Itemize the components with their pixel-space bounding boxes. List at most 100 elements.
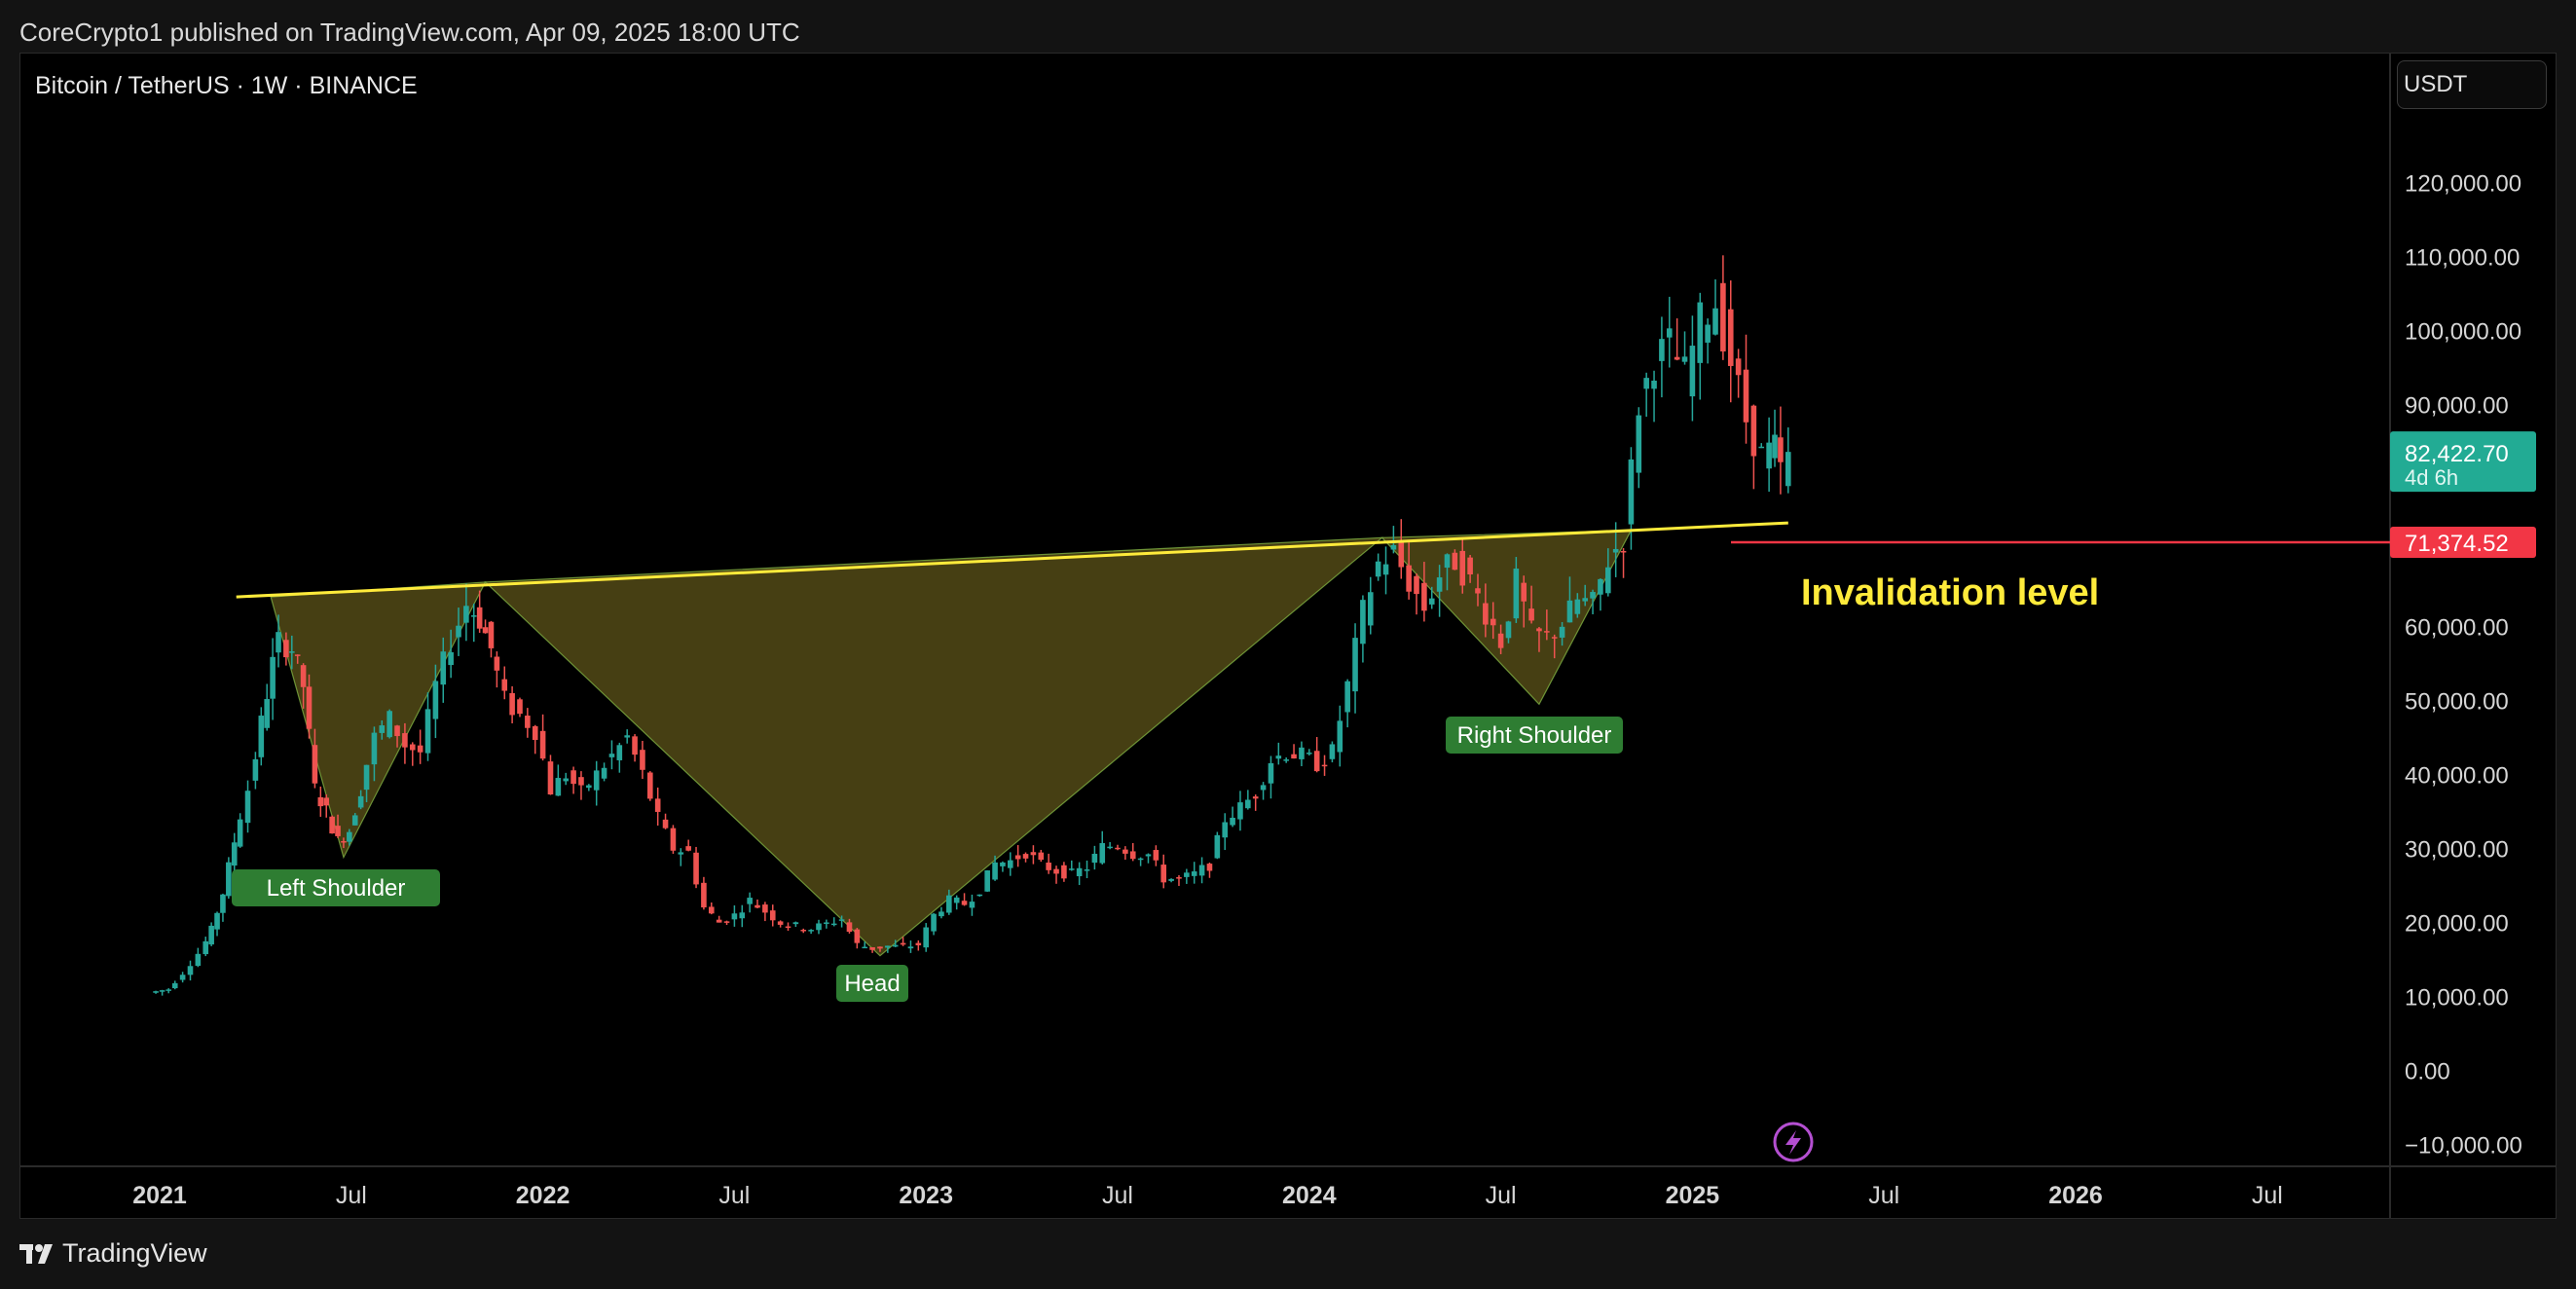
- candle-body: [1115, 847, 1121, 850]
- candle-body: [1360, 600, 1366, 644]
- candle-body: [946, 895, 952, 913]
- candle-body: [1778, 437, 1784, 462]
- candle-body: [1551, 637, 1558, 639]
- tradingview-logo[interactable]: TradingView: [19, 1238, 207, 1269]
- candle-body: [214, 912, 220, 930]
- candle-body: [670, 828, 677, 851]
- candle-body: [961, 901, 968, 905]
- tradingview-icon: [19, 1243, 53, 1264]
- candle-body: [1137, 858, 1144, 861]
- candle-body: [1605, 567, 1611, 594]
- candle-body: [1428, 598, 1435, 605]
- current-price-badge: [2390, 431, 2536, 493]
- candle-body: [258, 716, 265, 757]
- candle-body: [1375, 561, 1381, 577]
- price-tick-label: 90,000.00: [2405, 393, 2509, 420]
- candle-body: [1168, 878, 1174, 881]
- candle-body: [662, 819, 669, 829]
- candle-body: [317, 796, 324, 807]
- candle-body: [1750, 405, 1757, 457]
- candle-body: [1674, 356, 1680, 360]
- candle-body: [747, 898, 753, 904]
- candle-body: [456, 625, 461, 638]
- invalidation-price-label: 71,374.52: [2405, 531, 2509, 557]
- candle-body: [1160, 865, 1167, 883]
- candle-body: [777, 921, 784, 925]
- candle-body: [931, 913, 937, 932]
- candle-body: [647, 772, 653, 799]
- candle-body: [1390, 544, 1397, 550]
- candle-body: [1321, 764, 1328, 767]
- annotation-head[interactable]: Head: [836, 965, 908, 1002]
- candle-body: [547, 761, 554, 795]
- candle-body: [563, 778, 570, 782]
- candle-body: [885, 945, 891, 948]
- price-tick-label: 20,000.00: [2405, 911, 2509, 938]
- candle-body: [1084, 869, 1090, 871]
- candle-body: [739, 912, 746, 919]
- candle-body: [276, 632, 281, 653]
- candle-body: [1014, 855, 1021, 860]
- candle-body: [1252, 796, 1259, 799]
- candle-body: [341, 840, 347, 843]
- candle-body: [1651, 380, 1657, 389]
- candle-body: [1191, 871, 1197, 876]
- annotation-bg: [1446, 717, 1623, 754]
- annotation-right-shoulder[interactable]: Right Shoulder: [1446, 717, 1623, 754]
- candle-body: [1414, 575, 1419, 595]
- candle-body: [1129, 851, 1136, 860]
- currency-selector[interactable]: USDT: [2397, 60, 2547, 109]
- candle-body: [1260, 785, 1267, 791]
- time-tick-label: 2026: [2048, 1182, 2103, 1209]
- candle-body: [300, 665, 307, 687]
- annotation-left-shoulder[interactable]: Left Shoulder: [232, 869, 440, 906]
- lightning-icon[interactable]: [1773, 1122, 1814, 1162]
- invalidation-annotation[interactable]: Invalidation level: [1801, 572, 2099, 613]
- candle-body: [1245, 799, 1251, 809]
- candle-body: [244, 791, 251, 824]
- candle-body: [1712, 308, 1718, 335]
- candle-body: [1352, 638, 1358, 692]
- candle-body: [1145, 854, 1152, 857]
- candle-body: [1559, 626, 1565, 638]
- candle-body: [1536, 628, 1542, 632]
- candle-body: [640, 750, 645, 770]
- time-tick-label: 2021: [132, 1182, 187, 1209]
- candle-body: [166, 989, 171, 991]
- candle-body: [1681, 356, 1688, 362]
- candle-body: [440, 651, 447, 685]
- candle-body: [678, 852, 684, 855]
- candle-body: [1444, 554, 1451, 569]
- candle-body: [1299, 747, 1305, 759]
- lightning-bolt-glyph: [1785, 1130, 1801, 1155]
- candle-body: [1689, 346, 1696, 397]
- candle-body: [869, 946, 875, 950]
- candle-body: [159, 990, 166, 992]
- candle-body: [601, 767, 607, 779]
- candle-body: [1184, 872, 1190, 877]
- candle-body: [1421, 582, 1427, 611]
- candle-body: [716, 919, 722, 923]
- candle-body: [335, 826, 341, 836]
- candle-body: [1735, 358, 1742, 376]
- candle-body: [1000, 862, 1006, 866]
- candle-body: [1620, 551, 1627, 553]
- candle-body: [1628, 459, 1635, 525]
- candle-body: [347, 831, 352, 842]
- candle-body: [288, 651, 295, 653]
- price-tick-label: 30,000.00: [2405, 837, 2509, 864]
- candle-body: [1122, 849, 1128, 854]
- neckline[interactable]: [236, 521, 1788, 599]
- pattern-triangle-3: [1380, 530, 1633, 706]
- publish-info: CoreCrypto1 published on TradingView.com…: [19, 18, 800, 47]
- candle-body: [226, 862, 232, 897]
- countdown-label: 4d 6h: [2405, 465, 2458, 490]
- candle-body: [608, 754, 615, 757]
- candle-body: [1291, 754, 1297, 759]
- candle-body: [1230, 817, 1235, 826]
- candle-body: [171, 982, 178, 989]
- candle-body: [1382, 564, 1389, 575]
- candle-body: [1785, 452, 1791, 487]
- candle-body: [1107, 846, 1113, 849]
